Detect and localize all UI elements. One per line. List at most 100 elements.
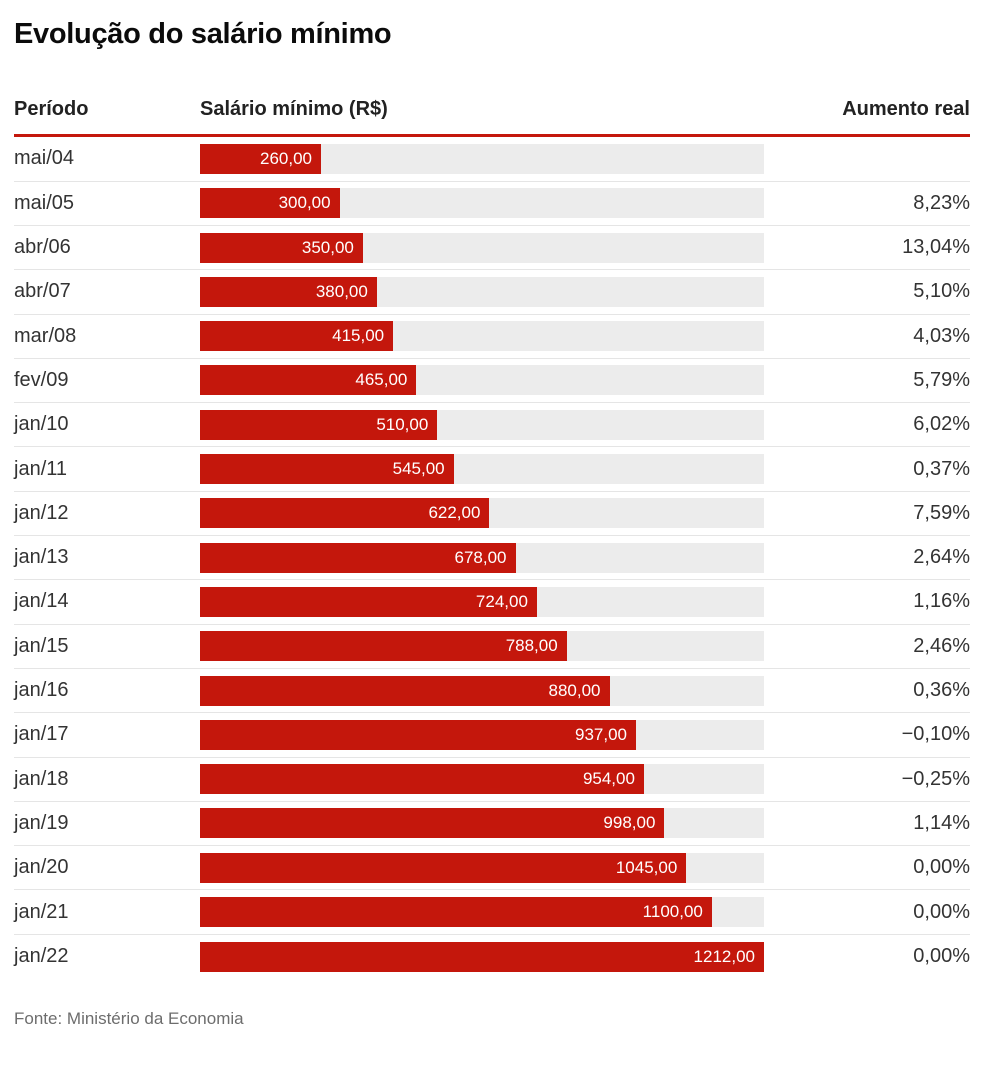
table-row: jan/13 678,00 2,64% bbox=[14, 536, 970, 581]
bar-track: 350,00 bbox=[200, 232, 764, 263]
table-row: jan/18 954,00 −0,25% bbox=[14, 758, 970, 802]
table-row: abr/07 380,00 5,10% bbox=[14, 270, 970, 315]
salary-bar: 545,00 bbox=[200, 454, 454, 485]
increase-value: 2,46% bbox=[913, 634, 970, 657]
salary-bar: 300,00 bbox=[200, 188, 340, 219]
salary-value-label: 1100,00 bbox=[642, 902, 703, 922]
salary-bar: 260,00 bbox=[200, 143, 321, 174]
salary-bar: 622,00 bbox=[200, 498, 490, 529]
bar-track: 510,00 bbox=[200, 409, 764, 440]
bar-track: 724,00 bbox=[200, 586, 764, 617]
salary-value-label: 260,00 bbox=[259, 148, 312, 168]
salary-value-label: 788,00 bbox=[505, 636, 558, 656]
increase-value: 0,37% bbox=[913, 457, 970, 480]
bar-track: 545,00 bbox=[200, 454, 764, 485]
table-row: fev/09 465,00 5,79% bbox=[14, 359, 970, 404]
salary-value-label: 545,00 bbox=[392, 459, 445, 479]
salary-value-label: 622,00 bbox=[428, 503, 481, 523]
table-row: jan/12 622,00 7,59% bbox=[14, 492, 970, 537]
period-label: mai/04 bbox=[14, 147, 75, 170]
salary-value-label: 724,00 bbox=[475, 591, 528, 611]
period-label: abr/06 bbox=[14, 236, 71, 259]
increase-value: −0,25% bbox=[901, 767, 970, 790]
salary-value-label: 880,00 bbox=[548, 680, 601, 700]
period-label: jan/12 bbox=[14, 501, 69, 524]
salary-value-label: 937,00 bbox=[575, 724, 628, 744]
increase-value: 7,59% bbox=[913, 501, 970, 524]
increase-value: 8,23% bbox=[913, 191, 970, 214]
period-label: jan/10 bbox=[14, 413, 69, 436]
period-label: abr/07 bbox=[14, 280, 71, 303]
bar-track: 300,00 bbox=[200, 188, 764, 219]
table-row: mai/05 300,00 8,23% bbox=[14, 182, 970, 226]
infographic: Evolução do salário mínimo Período Salár… bbox=[0, 18, 984, 1029]
period-label: jan/11 bbox=[14, 457, 68, 480]
salary-bar: 724,00 bbox=[200, 586, 537, 617]
period-label: jan/20 bbox=[14, 856, 69, 879]
bar-track: 788,00 bbox=[200, 631, 764, 662]
table-row: jan/11 545,00 0,37% bbox=[14, 447, 970, 492]
period-label: jan/22 bbox=[14, 945, 69, 968]
table-row: jan/15 788,00 2,46% bbox=[14, 625, 970, 669]
increase-value: 5,10% bbox=[913, 280, 970, 303]
salary-bar: 1100,00 bbox=[200, 897, 712, 928]
bar-track: 937,00 bbox=[200, 719, 764, 750]
bar-track: 998,00 bbox=[200, 808, 764, 839]
salary-value-label: 465,00 bbox=[355, 370, 408, 390]
salary-value-label: 350,00 bbox=[301, 237, 354, 257]
salary-bar: 465,00 bbox=[200, 365, 417, 396]
salary-bar: 1045,00 bbox=[200, 852, 687, 883]
increase-value: 0,36% bbox=[913, 679, 970, 702]
table-row: jan/22 1212,00 0,00% bbox=[14, 935, 970, 979]
bar-track: 954,00 bbox=[200, 764, 764, 795]
bar-track: 465,00 bbox=[200, 365, 764, 396]
salary-value-label: 510,00 bbox=[376, 414, 429, 434]
salary-bar: 510,00 bbox=[200, 409, 438, 440]
salary-bar: 788,00 bbox=[200, 631, 567, 662]
increase-value: 0,00% bbox=[913, 945, 970, 968]
salary-bar: 1212,00 bbox=[200, 941, 764, 972]
period-label: mai/05 bbox=[14, 191, 75, 214]
increase-value: 13,04% bbox=[902, 236, 970, 259]
period-label: jan/17 bbox=[14, 723, 69, 746]
bar-track: 380,00 bbox=[200, 276, 764, 307]
bar-track: 678,00 bbox=[200, 542, 764, 573]
salary-value-label: 954,00 bbox=[582, 769, 635, 789]
salary-bar: 415,00 bbox=[200, 321, 394, 352]
increase-value: 1,16% bbox=[913, 590, 970, 613]
salary-value-label: 678,00 bbox=[454, 547, 507, 567]
table-row: jan/10 510,00 6,02% bbox=[14, 403, 970, 448]
bar-track: 415,00 bbox=[200, 321, 764, 352]
salary-value-label: 300,00 bbox=[278, 193, 331, 213]
increase-value: 6,02% bbox=[913, 413, 970, 436]
bar-track: 260,00 bbox=[200, 143, 764, 174]
table-row: mai/04 260,00 bbox=[14, 137, 970, 182]
increase-value: 2,64% bbox=[913, 546, 970, 569]
period-label: jan/13 bbox=[14, 546, 69, 569]
increase-value: 4,03% bbox=[913, 324, 970, 347]
increase-value: 5,79% bbox=[913, 368, 970, 391]
salary-bar: 954,00 bbox=[200, 764, 644, 795]
salary-bar: 380,00 bbox=[200, 276, 377, 307]
salary-bar: 350,00 bbox=[200, 232, 363, 263]
increase-value: 1,14% bbox=[913, 811, 970, 834]
period-label: mar/08 bbox=[14, 324, 77, 347]
salary-value-label: 415,00 bbox=[332, 326, 385, 346]
period-label: jan/15 bbox=[14, 634, 69, 657]
period-label: jan/16 bbox=[14, 679, 69, 702]
table-row: abr/06 350,00 13,04% bbox=[14, 226, 970, 271]
table-row: jan/19 998,00 1,14% bbox=[14, 802, 970, 847]
salary-bar: 678,00 bbox=[200, 542, 516, 573]
table-header: Período Salário mínimo (R$) Aumento real bbox=[14, 98, 970, 138]
salary-bar: 880,00 bbox=[200, 675, 610, 706]
increase-value: 0,00% bbox=[913, 900, 970, 923]
column-header-period: Período bbox=[14, 98, 89, 121]
table-row: jan/20 1045,00 0,00% bbox=[14, 846, 970, 891]
salary-bar: 937,00 bbox=[200, 719, 637, 750]
salary-value-label: 1045,00 bbox=[615, 857, 678, 877]
table-row: jan/14 724,00 1,16% bbox=[14, 580, 970, 625]
column-header-salary: Salário mínimo (R$) bbox=[200, 98, 388, 121]
increase-value: 0,00% bbox=[913, 856, 970, 879]
salary-value-label: 1212,00 bbox=[693, 946, 755, 966]
table-row: jan/16 880,00 0,36% bbox=[14, 669, 970, 714]
